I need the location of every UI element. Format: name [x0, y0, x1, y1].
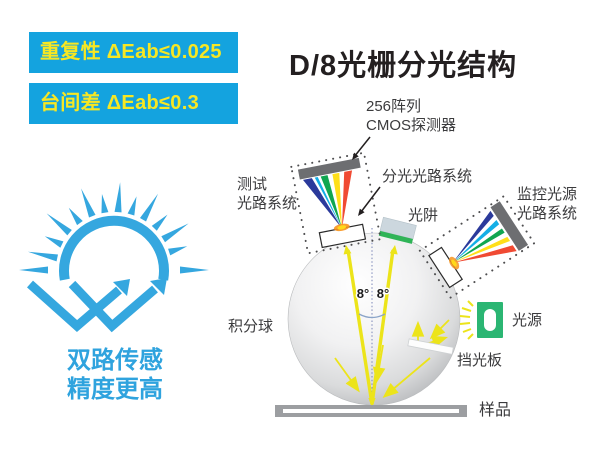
cmos-label-arrow — [352, 136, 371, 160]
light-source-icon — [459, 300, 503, 340]
d8-optical-structure-diagram: 8° 8° — [275, 136, 536, 417]
label-test-line2: 光路系统 — [237, 195, 298, 212]
monitor-detector-bar — [490, 201, 529, 251]
label-cmos-line2: CMOS探测器 — [366, 117, 457, 134]
sample-platform — [275, 405, 467, 417]
sun-rays-icon — [19, 182, 209, 274]
arrowheads-icon — [113, 278, 167, 296]
label-cmos-detector: 256阵列 CMOS探测器 — [366, 97, 456, 135]
label-test-line1: 测试 — [237, 176, 268, 193]
angle-label-left: 8° — [357, 286, 369, 301]
monitor-optical-system — [418, 194, 536, 300]
beam-split-label-arrow — [358, 186, 381, 216]
angle-label-right: 8° — [377, 286, 389, 301]
label-monitor-system: 监控光源 光路系统 — [517, 185, 577, 223]
label-test-optical-system: 测试 光路系统 — [237, 175, 297, 213]
label-light-source: 光源 — [512, 312, 543, 329]
label-beam-split-system: 分光光路系统 — [382, 168, 473, 185]
dotted-frame — [418, 194, 536, 300]
double-arrow-icon — [27, 280, 158, 333]
spectrum-fan — [302, 170, 353, 229]
diffuse-light-arrows — [334, 319, 450, 399]
label-sample: 样品 — [479, 402, 512, 419]
slogan-line1: 双路传感 — [67, 347, 163, 374]
cmos-detector-bar — [297, 157, 361, 180]
spec-badge-inter-instrument: 台间差 ΔEab≤0.3 — [29, 83, 238, 124]
angle-arc — [358, 313, 386, 319]
sun-double-arrow-icon — [19, 182, 209, 333]
label-integrating-sphere: 积分球 — [228, 318, 274, 335]
brand-slogan: 双路传感 精度更高 — [30, 346, 200, 404]
source-rays — [459, 300, 474, 340]
label-monitor-line2: 光路系统 — [517, 205, 578, 222]
baffle-graphic — [407, 338, 454, 355]
light-trap-graphic — [378, 216, 417, 244]
label-cmos-line1: 256阵列 — [366, 98, 422, 115]
spectrum-fan — [452, 210, 517, 263]
label-monitor-line1: 监控光源 — [517, 186, 578, 203]
spec-badge-repeatability: 重复性 ΔEab≤0.025 — [29, 32, 238, 73]
sun-circle-icon — [59, 215, 169, 281]
slogan-line2: 精度更高 — [67, 376, 163, 403]
dotted-frame — [290, 151, 382, 255]
diagram-title: D/8光栅分光结构 — [289, 50, 518, 82]
label-light-trap: 光阱 — [408, 207, 439, 224]
label-baffle: 挡光板 — [457, 352, 503, 369]
